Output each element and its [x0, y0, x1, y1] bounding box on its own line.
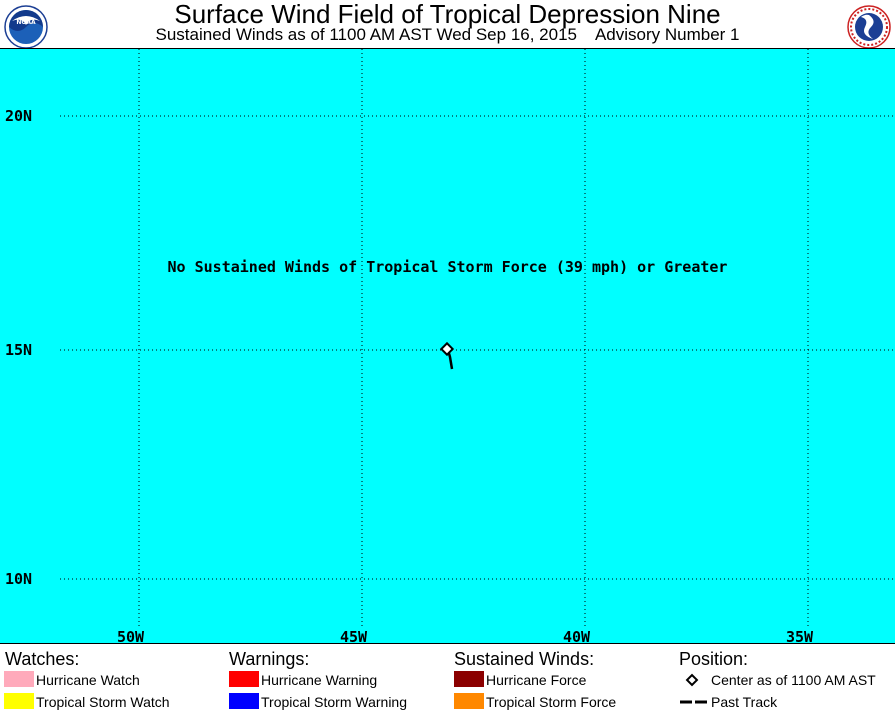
tropical-storm-warning-swatch [229, 693, 259, 709]
tropical-storm-force-swatch [454, 693, 484, 709]
legend-winds-heading: Sustained Winds: [454, 649, 595, 669]
lat-label-15n: 15N [5, 341, 33, 359]
lat-label-20n: 20N [5, 107, 33, 125]
svg-text:NOAA: NOAA [16, 19, 36, 26]
tropical-storm-force-label: Tropical Storm Force [486, 694, 617, 710]
storm-center-marker [439, 341, 455, 357]
lat-label-10n: 10N [5, 570, 33, 588]
no-winds-notice: No Sustained Winds of Tropical Storm For… [167, 258, 728, 276]
tropical-storm-watch-label: Tropical Storm Watch [36, 694, 170, 710]
noaa-logo: NOAA [4, 5, 48, 49]
center-diamond-icon [685, 673, 699, 687]
tropical-storm-warning-label: Tropical Storm Warning [261, 694, 408, 710]
lon-label-35w: 35W [786, 628, 814, 644]
hurricane-force-label: Hurricane Force [486, 672, 587, 688]
hurricane-warning-label: Hurricane Warning [261, 672, 378, 688]
hurricane-warning-swatch [229, 671, 259, 687]
legend: Watches: Hurricane Watch Tropical Storm … [0, 645, 895, 716]
map-title: Surface Wind Field of Tropical Depressio… [174, 0, 721, 29]
hurricane-watch-label: Hurricane Watch [36, 672, 140, 688]
past-track-label: Past Track [711, 694, 778, 710]
map-area: 20N 15N 10N 50W 45W 40W 35W No Sustained… [0, 48, 895, 644]
legend-warnings-heading: Warnings: [229, 649, 310, 669]
tropical-storm-watch-swatch [4, 693, 34, 709]
lon-label-40w: 40W [563, 628, 591, 644]
hurricane-force-swatch [454, 671, 484, 687]
national-weather-service-logo [847, 5, 891, 49]
map-subtitle: Sustained Winds as of 1100 AM AST Wed Se… [155, 25, 740, 44]
legend-watches-heading: Watches: [5, 649, 80, 669]
hurricane-watch-swatch [4, 671, 34, 687]
past-track-line-icon [680, 700, 708, 704]
legend-position-heading: Position: [679, 649, 749, 669]
lon-label-50w: 50W [117, 628, 145, 644]
lon-label-45w: 45W [340, 628, 368, 644]
map-gridlines [60, 49, 895, 629]
center-position-label: Center as of 1100 AM AST [711, 672, 876, 688]
